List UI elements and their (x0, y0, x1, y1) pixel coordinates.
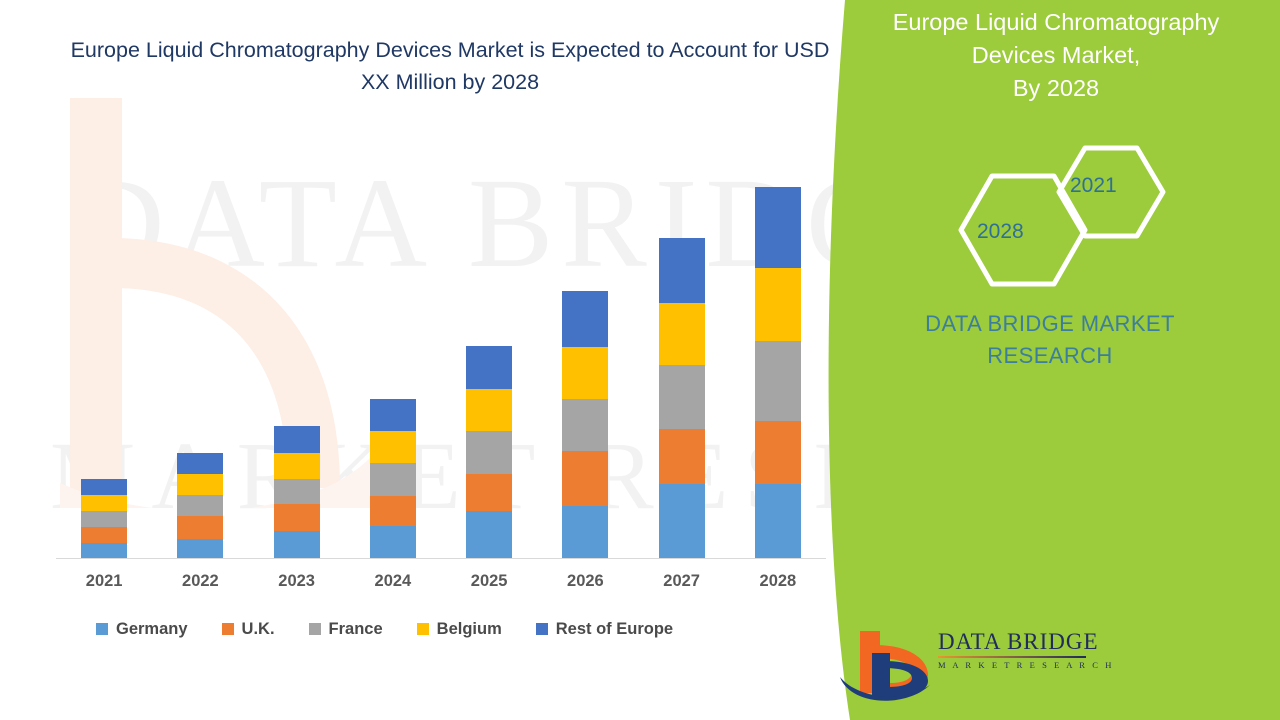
bar-segment (81, 479, 128, 495)
legend-swatch-icon (535, 623, 548, 635)
legend-item[interactable]: France (308, 619, 383, 639)
data-bridge-mark-icon (840, 631, 930, 701)
bar-segment (466, 346, 513, 389)
legend-label: U.K. (241, 619, 275, 638)
x-axis-tick-label: 2024 (374, 572, 412, 590)
bar-segment (754, 341, 801, 421)
bar-segment (273, 453, 320, 479)
bar-segment (177, 539, 224, 559)
bar-segment (562, 347, 609, 399)
logo-name: DATA BRIDGE (938, 629, 1099, 654)
bar-segment (466, 431, 513, 474)
data-bridge-logo: DATA BRIDGE M A R K E T R E S E A R C H (838, 625, 1111, 703)
legend-label: France (328, 619, 383, 638)
bar-segment (466, 389, 513, 431)
bar-segment (658, 484, 705, 559)
legend-item[interactable]: U.K. (221, 619, 275, 639)
brand-name-line-2: RESEARCH (987, 343, 1113, 368)
bar-column (273, 426, 320, 559)
brand-panel-shape (828, 0, 1280, 720)
x-axis-tick-label: 2023 (278, 572, 315, 590)
bar-segment (177, 453, 224, 474)
legend-item[interactable]: Belgium (416, 619, 502, 639)
bar-segment (369, 526, 416, 559)
x-axis-tick-label: 2026 (567, 572, 604, 590)
bar-segment (658, 429, 705, 484)
bar-segment (754, 421, 801, 484)
bar-segment (81, 543, 128, 559)
legend-swatch-icon (308, 623, 321, 635)
bar-segment (754, 268, 801, 341)
bar-segment (466, 474, 513, 511)
bar-column (177, 453, 224, 559)
hexagon-outlines-icon (958, 145, 1166, 287)
bar-segment (81, 511, 128, 527)
bar-segment (273, 504, 320, 531)
bar-segment (562, 399, 609, 451)
bar-segment (658, 365, 705, 429)
x-axis-tick-label: 2025 (470, 572, 508, 590)
bar-segment (369, 463, 416, 496)
brand-name-line-1: DATA BRIDGE MARKET (925, 311, 1175, 336)
legend-label: Rest of Europe (555, 619, 674, 638)
bar-segment (177, 516, 224, 539)
panel-title-line-3: By 2028 (1012, 75, 1100, 101)
bar-segment (562, 291, 609, 347)
panel-title-line-2: Devices Market, (971, 42, 1141, 68)
bar-segment (273, 426, 320, 453)
bar-segment (273, 531, 320, 559)
legend-item[interactable]: Rest of Europe (535, 619, 674, 639)
brand-name-text: DATA BRIDGE MARKET RESEARCH (840, 308, 1260, 372)
bar-segment (369, 431, 416, 463)
hexagon-2021-label: 2021 (1070, 174, 1117, 197)
legend-label: Belgium (436, 619, 502, 638)
x-axis-tick-label: 2022 (182, 572, 219, 590)
bar-segment (177, 474, 224, 495)
bar-column (658, 238, 705, 559)
bar-column (562, 291, 609, 559)
bar-column (754, 187, 801, 559)
bar-segment (562, 506, 609, 559)
page-title: Europe Liquid Chromatography Devices Mar… (70, 38, 830, 94)
bar-segment (658, 238, 705, 303)
logo-wordmark: DATA BRIDGE M A R K E T R E S E A R C H (938, 629, 1114, 670)
bar-segment (466, 511, 513, 559)
hexagon-2021-shape (1056, 145, 1166, 239)
bar-segment (754, 187, 801, 268)
bar-column (369, 399, 416, 559)
x-axis-tick-label: 2028 (759, 572, 797, 590)
bar-segment (754, 484, 801, 559)
hexagon-2028-label: 2028 (977, 220, 1024, 243)
bar-segment (369, 496, 416, 526)
chart-legend: Germany U.K. France Belgium Rest of Europe (96, 616, 707, 642)
x-axis-labels: 2021 2022 2023 2024 2025 2026 2027 2028 (56, 572, 826, 600)
hexagon-2028-shape (958, 173, 1088, 287)
logo-tagline: M A R K E T R E S E A R C H (938, 659, 1114, 670)
x-axis-tick-label: 2027 (663, 572, 700, 590)
legend-swatch-icon (416, 623, 429, 635)
stacked-bar-chart (56, 170, 826, 559)
logo-divider (938, 656, 1086, 658)
legend-swatch-icon (96, 623, 108, 635)
bar-column (466, 346, 513, 559)
bar-segment (562, 451, 609, 506)
bar-segment (81, 527, 128, 543)
panel-title-line-1: Europe Liquid Chromatography (892, 9, 1220, 35)
bar-segment (658, 303, 705, 365)
brand-panel: Europe Liquid Chromatography Devices Mar… (820, 0, 1280, 720)
hexagon-group: 2021 2028 (950, 140, 1170, 295)
panel-title: Europe Liquid Chromatography Devices Mar… (856, 6, 1256, 105)
legend-label: Germany (116, 619, 188, 638)
bar-segment (177, 495, 224, 516)
legend-item[interactable]: Germany (96, 620, 188, 639)
bar-segment (369, 399, 416, 431)
bar-column (81, 479, 128, 559)
chart-baseline (56, 558, 826, 559)
legend-swatch-icon (221, 623, 234, 635)
x-axis-tick-label: 2021 (85, 572, 123, 590)
bar-segment (273, 479, 320, 504)
bar-segment (81, 495, 128, 511)
